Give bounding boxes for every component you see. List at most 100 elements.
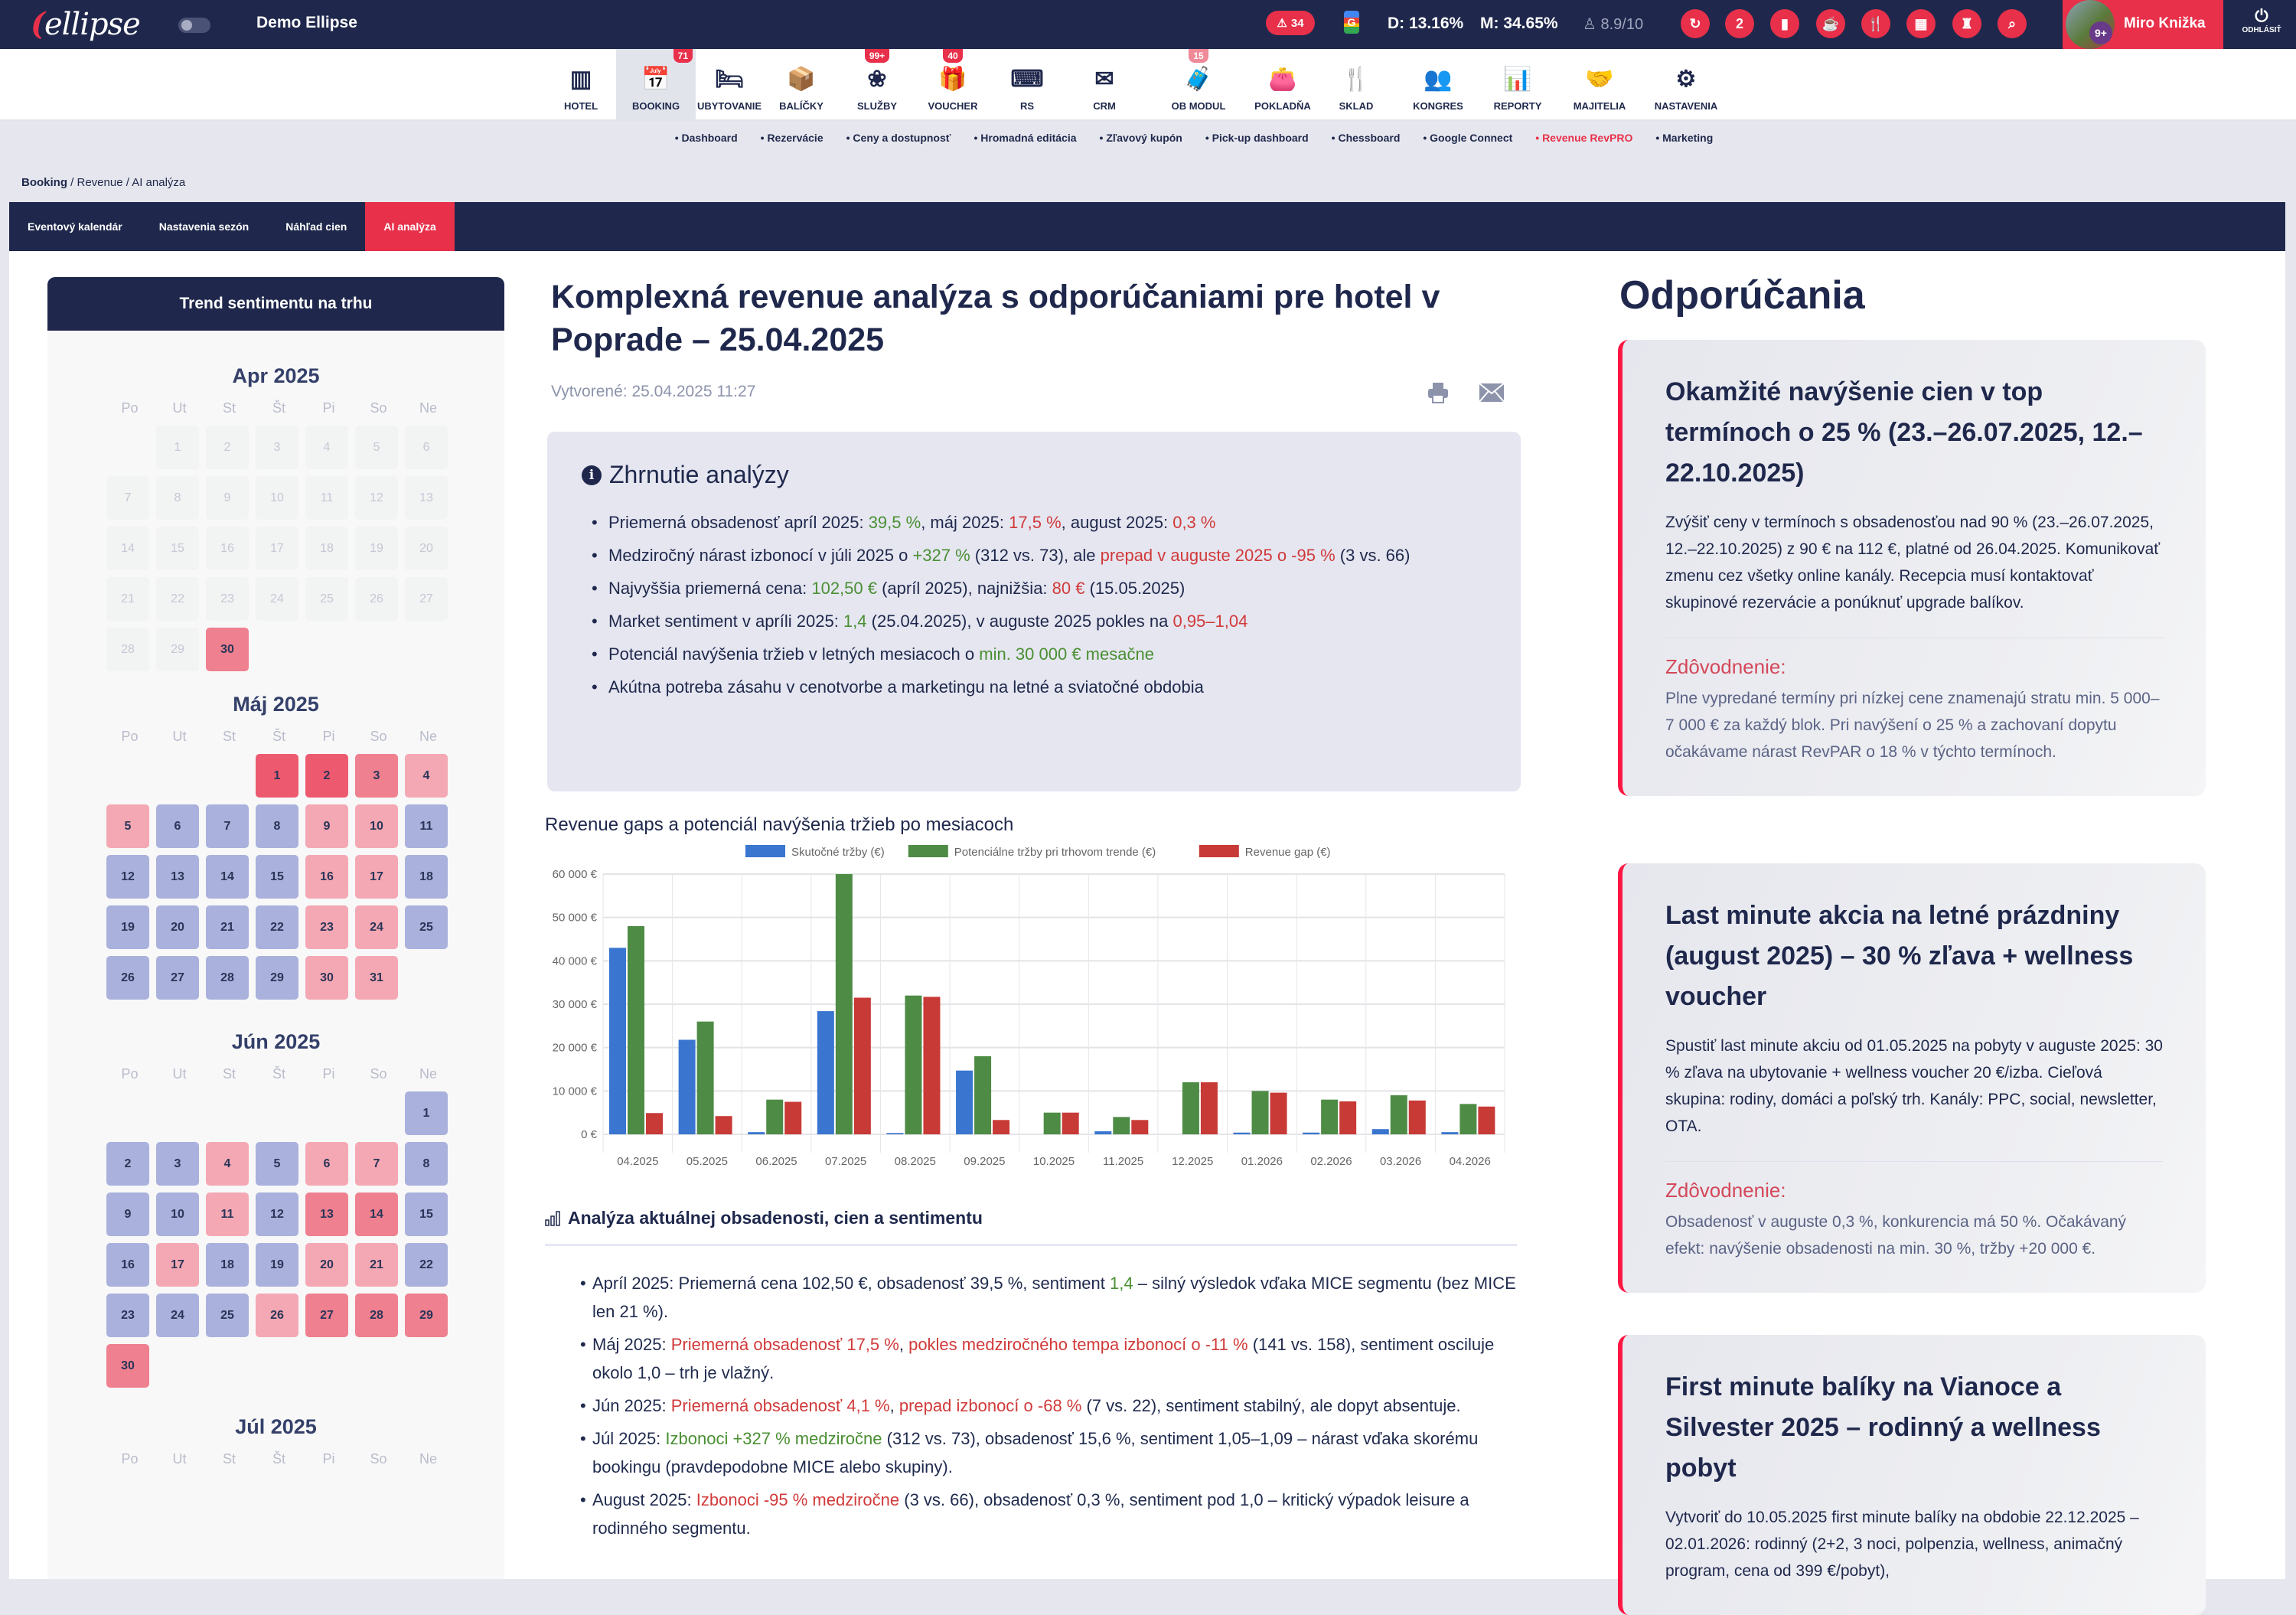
calendar-day[interactable]: 30 — [106, 1344, 149, 1388]
calendar-day[interactable]: 29 — [156, 628, 199, 671]
tab-nahlad-cien[interactable]: Náhľad cien — [285, 220, 347, 233]
subnav-pick-up-dashboard[interactable]: • Pick-up dashboard — [1205, 132, 1309, 144]
calendar-day[interactable]: 24 — [355, 905, 398, 949]
calendar-day[interactable]: 15 — [256, 855, 298, 899]
calendar-day[interactable]: 17 — [355, 855, 398, 899]
module-voucher[interactable]: 🎁 VOUCHER 40 — [922, 49, 983, 121]
calendar-day[interactable]: 8 — [156, 476, 199, 520]
restaurant-icon[interactable]: 🍴 — [1861, 9, 1890, 38]
calendar-day[interactable]: 4 — [305, 426, 348, 469]
module-ubytovanie[interactable]: 🛏 UBYTOVANIE — [693, 49, 766, 121]
calendar-day[interactable]: 7 — [355, 1142, 398, 1186]
module-hotel[interactable]: ▥ HOTEL — [561, 49, 601, 121]
calendar-day[interactable]: 3 — [256, 426, 298, 469]
calendar-day[interactable]: 22 — [405, 1243, 448, 1287]
calendar-day[interactable]: 9 — [305, 804, 348, 848]
calendar-day[interactable]: 8 — [256, 804, 298, 848]
calendar-day[interactable]: 22 — [256, 905, 298, 949]
calendar-day[interactable]: 23 — [106, 1294, 149, 1337]
module-rs[interactable]: ⌨ RS — [1010, 49, 1044, 121]
subnav-rezervacie[interactable]: • Rezervácie — [760, 132, 823, 144]
calendar-day[interactable]: 28 — [355, 1294, 398, 1337]
calendar-day[interactable]: 13 — [305, 1192, 348, 1236]
module-reporty[interactable]: 📊 REPORTY — [1487, 49, 1548, 121]
calendar-day[interactable]: 25 — [206, 1294, 249, 1337]
module-booking[interactable]: 📅 BOOKING 71 — [616, 49, 696, 121]
calendar-day[interactable]: 24 — [156, 1294, 199, 1337]
calendar-day[interactable]: 21 — [206, 905, 249, 949]
subnav-zlavovy-kupon[interactable]: • Zľavový kupón — [1099, 132, 1182, 144]
calendar-day[interactable]: 29 — [405, 1294, 448, 1337]
calendar-day[interactable]: 18 — [405, 855, 448, 899]
calendar-day[interactable]: 24 — [256, 577, 298, 621]
hotel-name[interactable]: Demo Ellipse — [256, 14, 357, 31]
module-crm[interactable]: ✉ CRM — [1087, 49, 1122, 121]
tab-nastavenia-sezon[interactable]: Nastavenia sezón — [158, 220, 249, 233]
calendar-day[interactable]: 17 — [256, 527, 298, 570]
module-nastavenia[interactable]: ⚙ NASTAVENIA — [1649, 49, 1723, 121]
calendar-day[interactable]: 5 — [106, 804, 149, 848]
calendar-day[interactable]: 5 — [256, 1142, 298, 1186]
subnav-ceny-a-dostupnost[interactable]: • Ceny a dostupnosť — [846, 132, 951, 144]
calendar-day[interactable]: 15 — [405, 1192, 448, 1236]
calendar-day[interactable]: 1 — [256, 754, 298, 798]
calendar-day[interactable]: 30 — [305, 956, 348, 1000]
subnav-revenue-revpro[interactable]: • Revenue RevPRO — [1535, 132, 1633, 144]
ellipse-logo[interactable]: (ellipse — [31, 6, 141, 42]
calendar-day[interactable]: 20 — [405, 527, 448, 570]
print-icon[interactable] — [1427, 381, 1450, 404]
calendar-day[interactable]: 25 — [305, 577, 348, 621]
calendar-day[interactable]: 9 — [106, 1192, 149, 1236]
calendar-day[interactable]: 21 — [355, 1243, 398, 1287]
calendar-day[interactable]: 16 — [106, 1243, 149, 1287]
calendar-day[interactable]: 9 — [206, 476, 249, 520]
calendar-day[interactable]: 8 — [405, 1142, 448, 1186]
calendar-day[interactable]: 10 — [355, 804, 398, 848]
calendar-day[interactable]: 1 — [156, 426, 199, 469]
calendar-day[interactable]: 2 — [106, 1142, 149, 1186]
module-sklad[interactable]: 🍴 SKLAD — [1335, 49, 1378, 121]
calendar-day[interactable]: 16 — [305, 855, 348, 899]
module-pokladna[interactable]: 👛 POKLADŇA — [1250, 49, 1316, 121]
calendar-day[interactable]: 26 — [355, 577, 398, 621]
subnav-marketing[interactable]: • Marketing — [1655, 132, 1714, 144]
notifications-count-button[interactable]: 2 — [1725, 9, 1754, 38]
breadcrumb-booking[interactable]: Booking — [21, 176, 67, 189]
calendar-day[interactable]: 11 — [206, 1192, 249, 1236]
calendar-day[interactable]: 22 — [156, 577, 199, 621]
calendar-day[interactable]: 2 — [206, 426, 249, 469]
alerts-button[interactable]: ⚠ 34 — [1266, 11, 1315, 35]
calendar-day[interactable]: 6 — [405, 426, 448, 469]
module-majitelia[interactable]: 🤝 MAJITELIA — [1566, 49, 1633, 121]
sentiment-panel[interactable]: Trend sentimentu na trhu Apr 2025 Po Ut St Š… — [47, 277, 504, 1579]
module-kongres[interactable]: 👥 KONGRES — [1408, 49, 1468, 121]
stats-icon[interactable]: ▮ — [1770, 9, 1799, 38]
calendar-day[interactable]: 21 — [106, 577, 149, 621]
service-icon[interactable]: ☕ — [1816, 9, 1845, 38]
calendar-day[interactable]: 31 — [355, 956, 398, 1000]
calendar-day[interactable]: 1 — [405, 1091, 448, 1135]
calendar-day[interactable]: 17 — [156, 1243, 199, 1287]
calendar-day[interactable]: 12 — [106, 855, 149, 899]
module-balicky[interactable]: 📦 BALÍČKY — [775, 49, 827, 121]
calendar-day[interactable]: 23 — [305, 905, 348, 949]
calendar-icon[interactable]: ▦ — [1906, 9, 1936, 38]
calendar-day[interactable]: 30 — [206, 628, 249, 671]
calendar-day[interactable]: 19 — [106, 905, 149, 949]
calendar-day[interactable]: 4 — [206, 1142, 249, 1186]
calendar-day[interactable]: 25 — [405, 905, 448, 949]
calendar-day[interactable]: 3 — [355, 754, 398, 798]
calendar-day[interactable]: 28 — [206, 956, 249, 1000]
module-sluzby[interactable]: ❀ SLUŽBY 99+ — [850, 49, 904, 121]
calendar-day[interactable]: 12 — [256, 1192, 298, 1236]
calendar-day[interactable]: 7 — [206, 804, 249, 848]
calendar-day[interactable]: 20 — [156, 905, 199, 949]
calendar-day[interactable]: 19 — [355, 527, 398, 570]
calendar-day[interactable]: 14 — [206, 855, 249, 899]
calendar-day[interactable]: 26 — [256, 1294, 298, 1337]
calendar-day[interactable]: 6 — [305, 1142, 348, 1186]
user-menu[interactable]: 9+ Miro Knižka — [2063, 0, 2223, 49]
google-luggage-icon[interactable]: G — [1344, 11, 1359, 34]
calendar-day[interactable]: 13 — [156, 855, 199, 899]
24h-icon[interactable]: ↻ — [1681, 9, 1710, 38]
